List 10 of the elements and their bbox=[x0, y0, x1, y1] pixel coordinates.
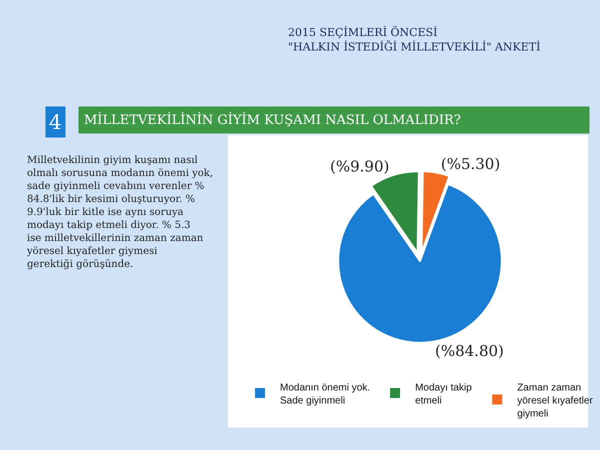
data-label: (%5.30) bbox=[440, 154, 500, 173]
legend-label: Modanın önemi yok. Sade giyinmeli bbox=[280, 382, 370, 406]
legend-label: Modayı takip etmeli bbox=[415, 382, 472, 406]
chart-subtitle: MİLLETVEKİLİNİN GİYİM KUŞAMI NASIL OLMALIDIR? bbox=[84, 112, 461, 128]
chart-title: 2015 SEÇİMLERİ ÖNCESİ "HALKIN İSTEDİĞİ MİLLETVEKİLİ" ANKETİ bbox=[288, 25, 540, 54]
text: 4 bbox=[49, 110, 62, 134]
text: Milletvekilinin giyim kuşamı nasıl olmalı sorusuna modanın önemi yok, sade giyinmeli cevabını verenler % 84.8'lik bir kesimi oluşturuyor. % 9.9'luk bir kitle ise aynı soruya modayı takip etmeli diyor. % 5.3 ise milletvekillerinin zaman zaman yöresel kıyafetler giymesi gerektiği görüşünde. bbox=[27, 155, 214, 270]
data-label: (%84.80) bbox=[434, 342, 504, 360]
data-label: (%9.90) bbox=[330, 158, 390, 176]
legend-label: Zaman zaman yöresel kıyafetler giymeli bbox=[517, 382, 594, 420]
